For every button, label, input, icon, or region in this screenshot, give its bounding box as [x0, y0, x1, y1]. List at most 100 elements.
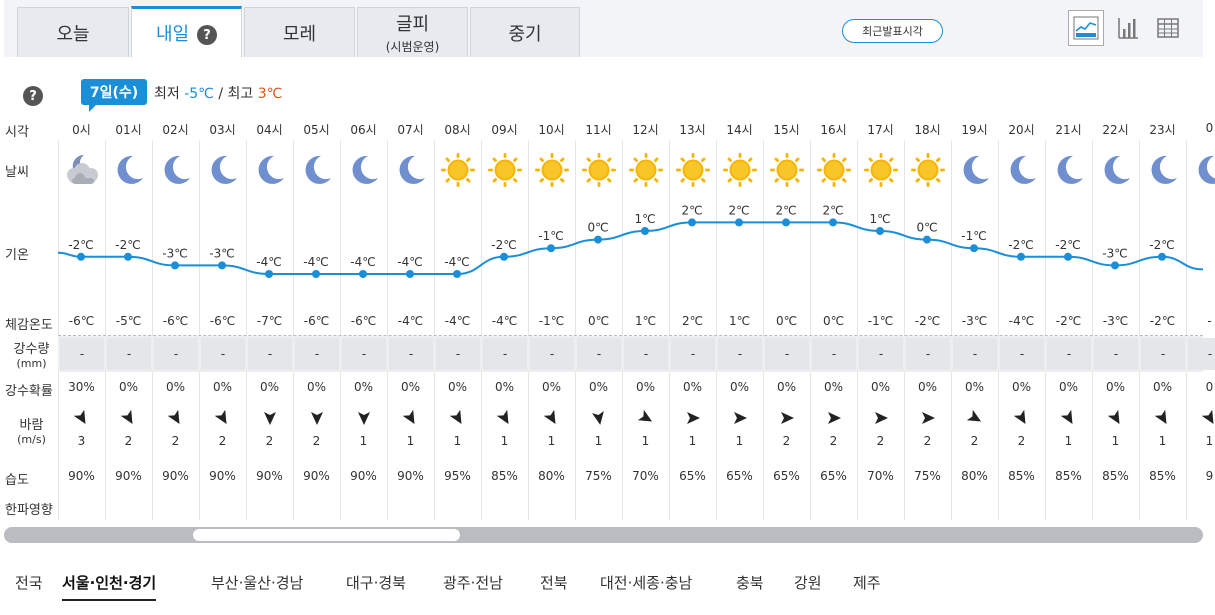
tab-midterm-label: 중기 — [508, 23, 542, 45]
tab-today[interactable]: 오늘 — [17, 7, 129, 57]
wind-arrow-icon — [199, 408, 246, 428]
temperature-label: -2℃ — [1149, 238, 1174, 252]
humidity-value: 9 — [1205, 469, 1214, 483]
temperature-label: -3℃ — [1102, 246, 1127, 260]
wind-speed-value: 2 — [876, 434, 885, 448]
wind-arrow-icon — [246, 408, 293, 428]
column-divider — [481, 140, 482, 520]
humidity-value: 85% — [1149, 469, 1176, 483]
temperature-label: 2℃ — [822, 203, 843, 217]
region-jeju[interactable]: 제주 — [853, 574, 881, 592]
wind-speed-value: 2 — [312, 434, 321, 448]
precip-prob-value: 0% — [1105, 380, 1126, 394]
temperature-label: -4℃ — [303, 255, 328, 269]
precip-value: - — [671, 338, 715, 370]
moon-icon — [152, 151, 199, 189]
column-divider — [293, 140, 294, 520]
precip-value: - — [201, 338, 245, 370]
region-daejeon-sejong-chungnam[interactable]: 대전·세종·충남 — [600, 574, 693, 592]
wind-arrow-icon — [58, 408, 105, 428]
precip-value: - — [718, 338, 762, 370]
feels-value: -6℃ — [350, 314, 377, 328]
min-label: 최저 — [154, 86, 180, 102]
column-divider — [1045, 140, 1046, 520]
region-chungbuk[interactable]: 충북 — [736, 574, 764, 592]
tab-day-after-tomorrow[interactable]: 모레 — [244, 7, 355, 57]
wind-speed-value: 2 — [970, 434, 979, 448]
table-icon[interactable] — [1150, 10, 1186, 46]
precip-prob-value: 0% — [541, 380, 562, 394]
humidity-value: 90% — [303, 469, 330, 483]
temperature-label: -4℃ — [350, 255, 375, 269]
precip-value: - — [577, 338, 621, 370]
tab-midterm[interactable]: 중기 — [470, 7, 580, 57]
temperature-point — [265, 270, 273, 278]
feels-value: -4℃ — [1008, 314, 1035, 328]
region-busan-ulsan-gyeongnam[interactable]: 부산·울산·경남 — [211, 574, 304, 592]
min-temp-value: -5℃ — [184, 86, 214, 102]
humidity-value: 70% — [867, 469, 894, 483]
wind-arrow-icon — [434, 408, 481, 428]
bar-chart-icon[interactable] — [1110, 10, 1146, 46]
temperature-label: 0℃ — [587, 221, 608, 235]
tab-three-days[interactable]: 글피 (시범운영) — [357, 7, 468, 57]
sun-icon — [810, 151, 857, 189]
feels-value: -2℃ — [1149, 314, 1176, 328]
temperature-label: -2℃ — [115, 238, 140, 252]
forecast-help-icon[interactable]: ? — [23, 86, 43, 106]
sun-icon — [434, 151, 481, 189]
wind-speed-value: 2 — [829, 434, 838, 448]
precip-prob-value: 0% — [682, 380, 703, 394]
column-divider — [622, 140, 623, 520]
feels-value: -2℃ — [914, 314, 941, 328]
moon-icon — [1186, 151, 1215, 189]
temperature-line-chart: -2℃ -2℃ -3℃ -3℃ -4℃ -4℃ -4℃ -4℃ -4℃ -2℃ -1℃ 0℃ 1℃ 2℃ 2… — [57, 203, 1204, 278]
wind-speed-value: 1 — [594, 434, 603, 448]
humidity-value: 85% — [1055, 469, 1082, 483]
region-seoul-incheon-gyeonggi[interactable]: 서울·인천·경기 — [62, 572, 157, 601]
hour-label: 18시 — [914, 123, 941, 137]
region-nationwide[interactable]: 전국 — [15, 574, 43, 592]
line-chart-icon[interactable] — [1068, 10, 1104, 46]
precip-value: - — [1141, 338, 1185, 370]
sun-icon — [481, 151, 528, 189]
humidity-value: 80% — [961, 469, 988, 483]
hour-label: 04시 — [256, 123, 283, 137]
precip-value: - — [906, 338, 950, 370]
help-icon[interactable]: ? — [197, 25, 218, 45]
precip-prob-value: 0% — [1058, 380, 1079, 394]
hour-label: 23시 — [1149, 123, 1176, 137]
recent-announcement-button[interactable]: 최근발표시각 — [842, 19, 943, 43]
hour-label: 12시 — [632, 123, 659, 137]
temperature-point — [829, 218, 837, 227]
wind-arrow-icon — [1139, 408, 1186, 428]
sun-icon — [528, 151, 575, 189]
precip-prob-value: 0% — [165, 380, 186, 394]
wind-arrow-icon — [387, 408, 434, 428]
hour-label: 10시 — [538, 123, 565, 137]
precip-prob-value: 0% — [823, 380, 844, 394]
precip-value: - — [295, 338, 339, 370]
precip-value: - — [1094, 338, 1138, 370]
temperature-label: 2℃ — [728, 203, 749, 217]
humidity-value: 65% — [773, 469, 800, 483]
region-daegu-gyeongbuk[interactable]: 대구·경북 — [346, 574, 406, 592]
row-label-temp: 기온 — [5, 248, 29, 263]
temperature-label: 1℃ — [634, 212, 655, 226]
humidity-value: 85% — [491, 469, 518, 483]
wind-speed-value: 2 — [218, 434, 227, 448]
scrollbar-thumb[interactable] — [193, 529, 460, 541]
precip-prob-value: 0% — [353, 380, 374, 394]
column-divider — [152, 140, 153, 520]
max-label: 최고 — [227, 86, 254, 102]
region-gangwon[interactable]: 강원 — [794, 574, 822, 592]
region-gwangju-jeonnam[interactable]: 광주·전남 — [443, 574, 503, 592]
temperature-point — [406, 270, 414, 278]
horizontal-scrollbar[interactable] — [4, 527, 1203, 543]
tab-tomorrow[interactable]: 내일? — [131, 6, 242, 58]
region-jeonbuk[interactable]: 전북 — [540, 574, 568, 592]
feels-value: 0℃ — [587, 314, 610, 328]
wind-speed-value: 1 — [1158, 434, 1167, 448]
precip-prob-value: 0% — [729, 380, 750, 394]
summary-separator: / — [218, 86, 224, 102]
